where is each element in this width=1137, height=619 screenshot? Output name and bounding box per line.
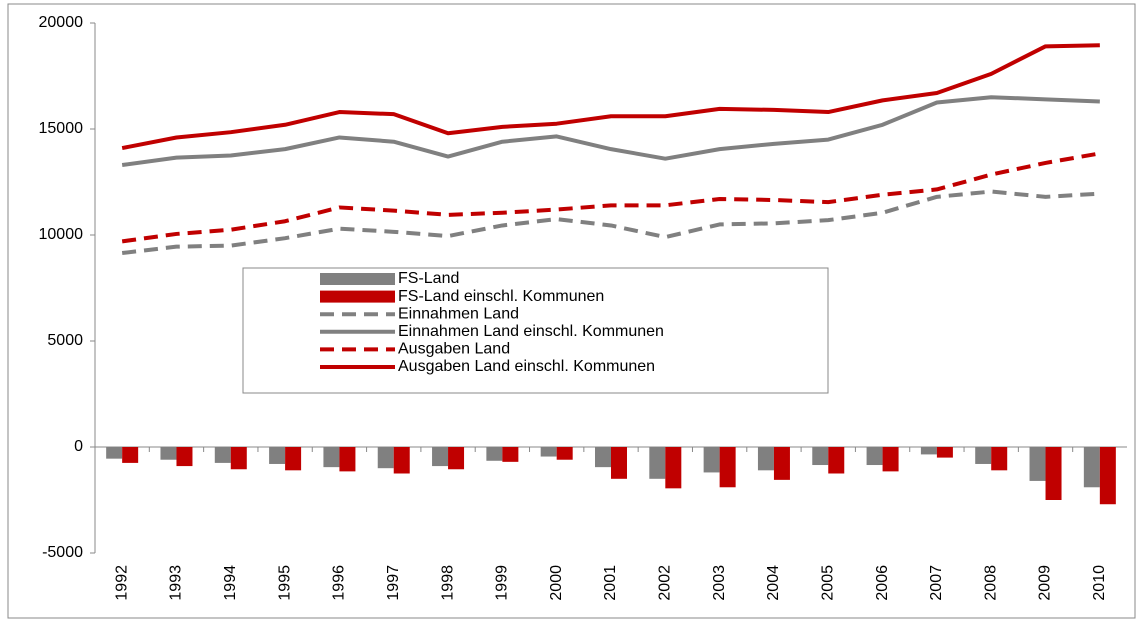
- x-tick-label: 1993: [168, 565, 185, 601]
- x-tick-label: 2006: [874, 565, 891, 601]
- line: [121, 43, 1100, 151]
- bar: [122, 447, 139, 463]
- bar: [176, 447, 193, 467]
- bar: [160, 447, 177, 460]
- x-tick-label: 1999: [494, 565, 511, 601]
- bar: [757, 447, 774, 471]
- x-tick-label: 2005: [819, 565, 836, 601]
- x-tick-label: 2009: [1037, 565, 1054, 601]
- bar: [502, 447, 519, 462]
- bar: [285, 447, 302, 471]
- bar: [920, 447, 937, 455]
- legend-label: Einnahmen Land: [398, 305, 519, 322]
- bar: [323, 447, 340, 468]
- y-tick-label: 5000: [47, 332, 83, 349]
- y-tick-label: 15000: [39, 120, 84, 137]
- bar: [106, 447, 123, 459]
- x-tick-label: 2000: [548, 565, 565, 601]
- x-tick-label: 2008: [982, 565, 999, 601]
- bar: [975, 447, 992, 464]
- legend-symbol: [320, 290, 395, 303]
- bar: [269, 447, 286, 464]
- x-tick-label: 2004: [765, 565, 782, 601]
- bar: [1029, 447, 1046, 481]
- line: [121, 95, 1100, 168]
- x-tick-label: 1992: [113, 565, 130, 601]
- x-tick-label: 1996: [331, 565, 348, 601]
- legend-label: Ausgaben Land: [398, 341, 510, 358]
- bar: [214, 447, 231, 463]
- legend-label: FS-Land einschl. Kommunen: [398, 288, 604, 305]
- line: [121, 189, 1100, 256]
- legend-symbol: [320, 273, 395, 285]
- bar: [773, 447, 790, 480]
- legend-label: Einnahmen Land einschl. Kommunen: [398, 323, 664, 340]
- x-tick-label: 2002: [657, 565, 674, 601]
- bar: [882, 447, 899, 472]
- line: [121, 151, 1101, 244]
- bar: [611, 447, 627, 479]
- bar: [812, 447, 829, 466]
- x-tick-label: 2001: [602, 565, 619, 601]
- x-tick-label: 1994: [222, 565, 239, 601]
- bar: [556, 447, 573, 460]
- x-tick-label: 1997: [385, 565, 402, 601]
- bar: [703, 447, 720, 473]
- x-tick-label: 1995: [276, 565, 293, 601]
- legend-label: Ausgaben Land einschl. Kommunen: [398, 358, 655, 375]
- y-tick-label: 20000: [39, 14, 84, 31]
- bar: [828, 447, 845, 474]
- bar: [1045, 447, 1062, 500]
- bar: [1083, 447, 1100, 488]
- bar: [991, 447, 1008, 471]
- chart-frame: [7, 3, 1136, 619]
- bar: [393, 447, 410, 474]
- bar: [377, 447, 394, 469]
- bar: [595, 447, 611, 468]
- y-tick-label: 0: [74, 438, 83, 455]
- bar: [665, 447, 682, 489]
- bar: [866, 447, 883, 466]
- bar: [649, 447, 666, 479]
- x-tick-label: 2003: [711, 565, 728, 601]
- bar: [1099, 447, 1116, 505]
- bar: [540, 447, 557, 457]
- y-tick-label: -5000: [42, 544, 83, 561]
- bar: [486, 447, 503, 461]
- bar: [936, 447, 953, 458]
- x-tick-label: 1998: [439, 565, 456, 601]
- y-tick-label: 10000: [39, 226, 84, 243]
- legend-label: FS-Land: [398, 270, 459, 287]
- bar: [339, 447, 356, 472]
- x-tick-label: 2010: [1091, 565, 1108, 601]
- bar: [432, 447, 449, 467]
- bar: [230, 447, 247, 470]
- x-tick-label: 2007: [928, 565, 945, 601]
- bar: [448, 447, 465, 470]
- bar: [719, 447, 736, 488]
